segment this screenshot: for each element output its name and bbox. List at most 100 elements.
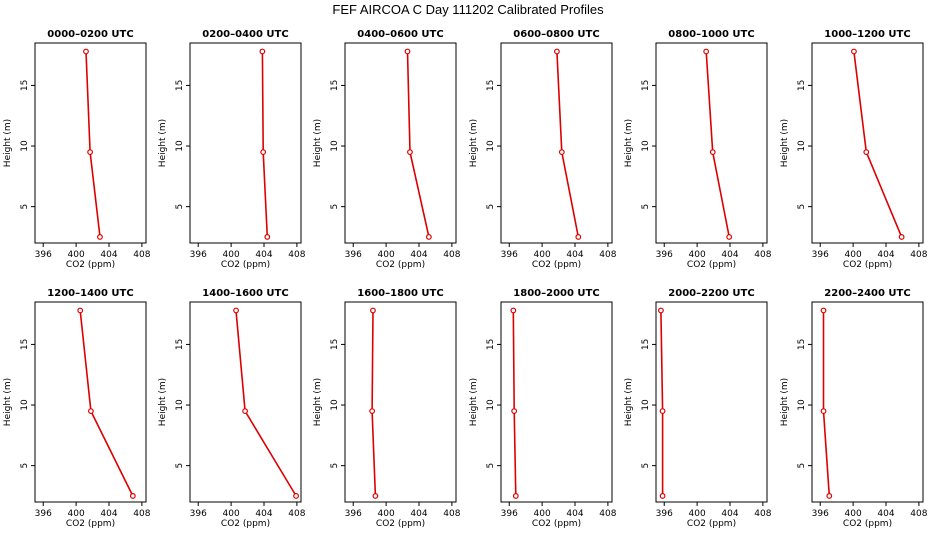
plot-frame	[500, 301, 613, 503]
profile-line	[406, 51, 430, 238]
data-point	[554, 48, 560, 55]
x-tick-label: 396	[812, 250, 829, 260]
x-tick-label: 400	[68, 250, 85, 260]
x-tick-label: 396	[656, 250, 673, 260]
data-point	[659, 408, 666, 414]
y-axis-label: Height (m)	[624, 119, 634, 167]
x-axis-label: CO2 (ppm)	[66, 260, 115, 270]
data-point	[826, 493, 833, 499]
data-point	[658, 307, 664, 314]
y-tick-label: 15	[175, 80, 185, 91]
panel-title: 2200–2400 UTC	[824, 288, 910, 299]
x-tick-label: 408	[754, 509, 771, 519]
y-tick-label: 5	[641, 204, 651, 210]
x-axis-label: CO2 (ppm)	[843, 260, 892, 270]
x-tick-label: 400	[845, 509, 862, 519]
plot-frame	[655, 301, 768, 503]
profile-line	[371, 310, 377, 496]
x-tick-label: 404	[410, 509, 427, 519]
panel-title: 0200–0400 UTC	[202, 29, 288, 40]
chart-panel-11: 2000–2200 UTC 396 400 404 408 5 10 15 CO2 (ppm) H…	[624, 288, 772, 529]
x-tick-label: 408	[443, 509, 460, 519]
x-axis-label: CO2 (ppm)	[687, 519, 736, 529]
y-tick-label: 5	[641, 463, 651, 469]
profile-line	[85, 51, 101, 237]
data-point	[77, 307, 84, 314]
y-tick-label: 10	[797, 399, 807, 411]
panel-title: 0000–0200 UTC	[47, 29, 133, 40]
y-tick-label: 10	[641, 399, 651, 411]
data-point	[129, 493, 136, 499]
panel-title: 1400–1600 UTC	[202, 288, 288, 299]
data-point	[425, 234, 432, 240]
y-axis-label: Height (m)	[158, 378, 168, 426]
profile-line	[660, 310, 664, 496]
y-tick-label: 10	[641, 140, 651, 152]
x-tick-label: 408	[754, 250, 771, 260]
profile-line	[556, 51, 580, 238]
x-tick-label: 396	[190, 250, 207, 260]
panel-title: 1000–1200 UTC	[824, 29, 910, 40]
y-tick-label: 5	[330, 204, 340, 210]
profile-line	[822, 310, 831, 496]
x-axis-label: CO2 (ppm)	[843, 519, 892, 529]
x-tick-label: 396	[345, 250, 362, 260]
chart-panel-2: 0200–0400 UTC 396 400 404 408 5 10 15 CO2 (ppm) H…	[158, 29, 306, 270]
y-tick-label: 15	[797, 80, 807, 91]
profile-line	[79, 310, 134, 497]
data-point	[820, 408, 827, 414]
panel-title: 0600–0800 UTC	[513, 29, 599, 40]
x-tick-label: 396	[35, 509, 52, 519]
data-point	[264, 234, 271, 240]
x-tick-label: 400	[845, 250, 862, 260]
y-axis-label: Height (m)	[780, 378, 790, 426]
x-tick-label: 400	[689, 509, 706, 519]
y-tick-label: 5	[175, 204, 185, 210]
data-point	[87, 149, 93, 155]
plot-frame	[344, 301, 457, 503]
profile-line	[853, 51, 903, 238]
data-point	[512, 493, 519, 499]
x-tick-label: 396	[812, 509, 829, 519]
y-axis-label: Height (m)	[313, 119, 323, 167]
data-point	[575, 234, 582, 240]
plot-frame	[189, 42, 302, 244]
x-tick-label: 396	[35, 250, 52, 260]
y-tick-label: 10	[486, 399, 496, 411]
data-point	[242, 408, 248, 414]
y-axis-label: Height (m)	[469, 378, 479, 426]
y-tick-label: 15	[20, 339, 30, 350]
plot-frame	[189, 301, 302, 503]
profile-line	[235, 310, 297, 497]
x-tick-label: 408	[133, 250, 150, 260]
x-axis-label: CO2 (ppm)	[532, 519, 581, 529]
y-tick-label: 10	[20, 140, 30, 152]
y-tick-label: 15	[486, 80, 496, 91]
x-tick-label: 400	[378, 509, 395, 519]
chart-panel-10: 1800–2000 UTC 396 400 404 408 5 10 15 CO2 (ppm) H…	[469, 288, 617, 529]
y-axis-label: Height (m)	[780, 119, 790, 167]
y-axis-label: Height (m)	[3, 378, 13, 426]
y-tick-label: 10	[486, 140, 496, 152]
y-axis-label: Height (m)	[3, 119, 13, 167]
y-tick-label: 15	[797, 339, 807, 350]
x-tick-label: 404	[100, 509, 117, 519]
x-tick-label: 404	[566, 250, 583, 260]
profile-line	[512, 310, 517, 496]
x-tick-label: 404	[255, 509, 272, 519]
data-point	[726, 234, 733, 240]
x-axis-label: CO2 (ppm)	[532, 260, 581, 270]
x-tick-label: 400	[534, 250, 551, 260]
y-tick-label: 15	[641, 80, 651, 91]
plot-frame	[34, 301, 147, 503]
plot-frame	[811, 301, 924, 503]
y-tick-label: 10	[175, 399, 185, 411]
y-tick-label: 15	[641, 339, 651, 350]
x-tick-label: 396	[190, 509, 207, 519]
y-tick-label: 10	[797, 140, 807, 152]
x-tick-label: 408	[288, 509, 305, 519]
chart-panel-1: 0000–0200 UTC 396 400 404 408 5 10 15 CO2 (ppm) H…	[3, 29, 151, 270]
chart-panel-3: 0400–0600 UTC 396 400 404 408 5 10 15 CO2 (ppm) H…	[313, 29, 461, 270]
x-tick-label: 408	[443, 250, 460, 260]
